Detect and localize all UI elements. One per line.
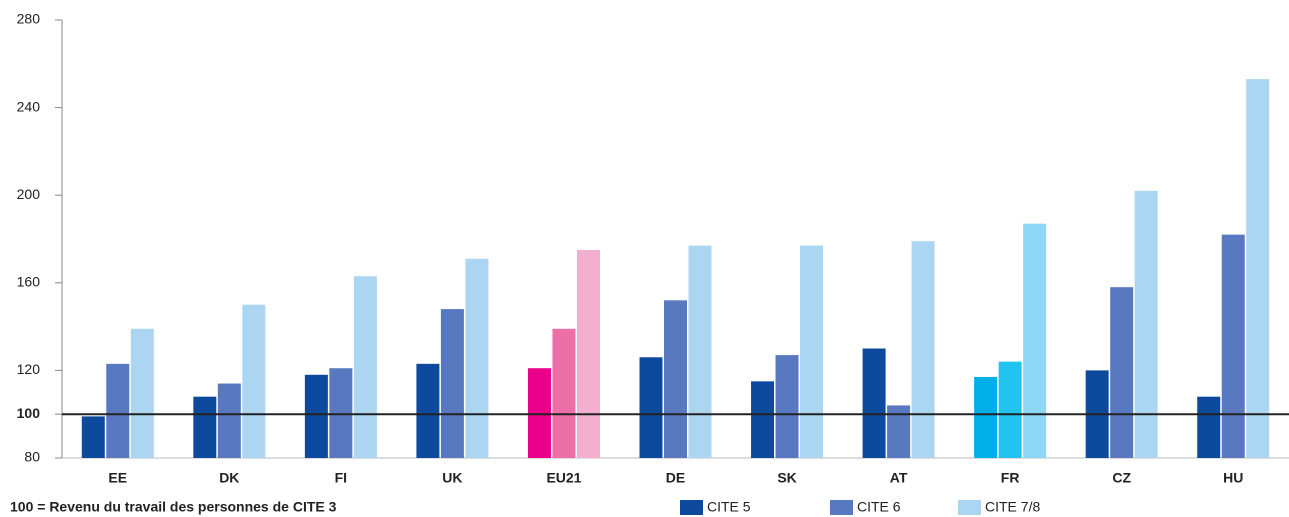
bar xyxy=(1023,223,1047,458)
legend-label: CITE 7/8 xyxy=(985,499,1040,515)
x-tick-label: FR xyxy=(1001,470,1020,486)
bar xyxy=(242,304,266,458)
bar xyxy=(664,300,687,458)
bar xyxy=(576,249,600,458)
bar xyxy=(751,381,775,458)
bar xyxy=(440,309,464,458)
x-tick-label: HU xyxy=(1223,470,1243,486)
bar xyxy=(217,383,241,458)
bar xyxy=(775,355,799,458)
bar xyxy=(998,361,1022,458)
x-tick-label: FI xyxy=(335,470,347,486)
bar xyxy=(1110,287,1134,458)
bar xyxy=(527,368,551,458)
bar xyxy=(353,276,377,458)
bar xyxy=(106,363,130,458)
bar xyxy=(304,374,328,458)
x-tick-label: DE xyxy=(666,470,685,486)
bar xyxy=(1134,190,1158,458)
bar xyxy=(911,241,935,458)
legend-swatch xyxy=(830,500,853,515)
y-tick-label: 200 xyxy=(17,186,41,202)
bar xyxy=(1197,396,1221,458)
bar xyxy=(193,396,217,458)
bar xyxy=(1246,79,1270,458)
bar xyxy=(887,405,911,458)
bar xyxy=(552,328,576,458)
y-tick-label: 160 xyxy=(17,274,41,290)
y-tick-label: 240 xyxy=(17,98,41,114)
y-tick-label: 280 xyxy=(17,11,41,27)
bar xyxy=(130,328,154,458)
legend-label: CITE 5 xyxy=(707,499,751,515)
y-tick-label: 100 xyxy=(17,405,41,421)
bar xyxy=(974,376,998,458)
bar xyxy=(329,368,353,458)
y-tick-label: 120 xyxy=(17,361,41,377)
x-tick-label: SK xyxy=(777,470,796,486)
bar xyxy=(81,416,105,458)
legend-label: CITE 6 xyxy=(857,499,901,515)
x-tick-label: EU21 xyxy=(546,470,581,486)
x-tick-label: AT xyxy=(890,470,908,486)
bar xyxy=(800,245,824,458)
bar xyxy=(639,357,663,458)
x-tick-label: DK xyxy=(219,470,239,486)
x-tick-label: UK xyxy=(442,470,462,486)
bar xyxy=(862,348,886,458)
x-tick-label: CZ xyxy=(1112,470,1131,486)
bar xyxy=(465,258,489,458)
legend-swatch xyxy=(958,500,981,515)
x-tick-label: EE xyxy=(108,470,127,486)
bar xyxy=(1221,234,1245,458)
note: 100 = Revenu du travail des personnes de… xyxy=(10,499,337,515)
legend-swatch xyxy=(680,500,703,515)
y-tick-label: 80 xyxy=(24,449,40,465)
bar xyxy=(688,245,712,458)
bar xyxy=(416,363,440,458)
